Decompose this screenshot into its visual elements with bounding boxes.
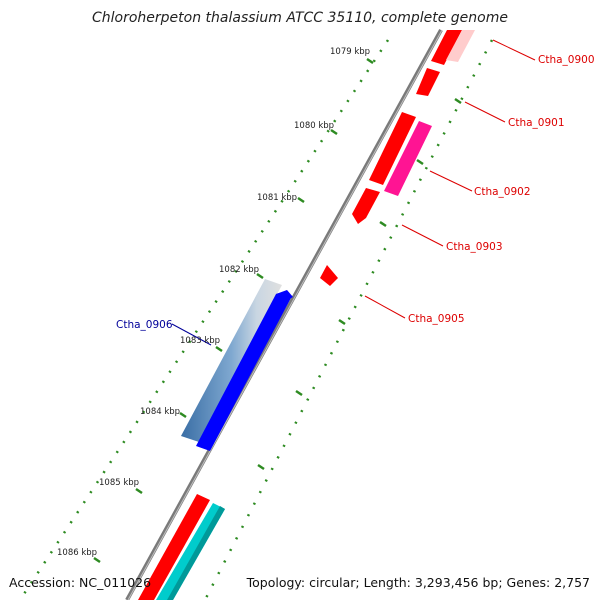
cds-blue <box>196 292 292 451</box>
cds-ctha-0900 <box>431 30 462 65</box>
major-ticks <box>93 57 374 564</box>
tick-1086 <box>93 556 101 564</box>
leader-lines <box>171 39 536 346</box>
accession-text: Accession: NC_011026 <box>9 575 152 590</box>
gene-label-ctha-0902[interactable]: Ctha_0902 <box>474 186 531 198</box>
leader-ctha-0903 <box>401 224 444 247</box>
cds-ctha-0900-fade <box>446 30 475 62</box>
scale-label: 1084 kbp <box>140 407 180 417</box>
inner-ticks <box>257 97 462 471</box>
inner-tick <box>295 389 303 397</box>
inner-tick <box>416 158 424 166</box>
tick-1082 <box>256 272 264 280</box>
genome-backbone <box>125 29 443 600</box>
tick-1079 <box>366 57 374 65</box>
scale-label: 1082 kbp <box>219 265 259 275</box>
gene-label-ctha-0901[interactable]: Ctha_0901 <box>508 117 565 129</box>
cds-ctha-0903 <box>352 188 380 224</box>
inner-scale-dots <box>203 39 494 600</box>
scale-label: 1083 kbp <box>180 336 220 346</box>
leader-ctha-0906 <box>171 323 212 346</box>
cds-ctha-0901 <box>416 68 440 96</box>
scale-label: 1081 kbp <box>257 193 297 203</box>
inner-tick <box>379 220 387 228</box>
scale-label: 1086 kbp <box>57 548 97 558</box>
genome-backbone-highlight <box>127 29 443 600</box>
cds-ctha-0902-pink <box>384 121 432 196</box>
map-title: Chloroherpeton thalassium ATCC 35110, co… <box>92 10 508 26</box>
gene-label-ctha-0905[interactable]: Ctha_0905 <box>408 313 465 325</box>
cds-ctha-0905 <box>320 265 338 286</box>
tick-1080 <box>330 128 338 136</box>
feature-ctha-0906 <box>181 279 282 442</box>
genome-summary-text: Topology: circular; Length: 3,293,456 bp… <box>246 575 590 590</box>
gene-label-ctha-0903[interactable]: Ctha_0903 <box>446 241 503 253</box>
inner-tick <box>454 97 462 105</box>
cds-bottom-red <box>138 494 210 600</box>
tick-1085 <box>135 487 143 495</box>
tick-1081 <box>297 196 305 204</box>
leader-ctha-0900 <box>492 39 536 61</box>
scale-label: 1080 kbp <box>294 121 334 131</box>
cds-bottom-cyan <box>156 503 225 600</box>
inner-tick <box>338 318 346 326</box>
leader-ctha-0901 <box>464 101 506 123</box>
cds-ctha-0902-red <box>369 112 416 185</box>
gene-label-ctha-0900[interactable]: Ctha_0900 <box>538 54 595 66</box>
cds-blue-tip <box>276 290 293 302</box>
scale-label: 1079 kbp <box>330 47 370 57</box>
scale-label: 1085 kbp <box>99 478 139 488</box>
tick-1083 <box>215 345 223 353</box>
tick-1084 <box>179 411 187 419</box>
gene-label-ctha-0906[interactable]: Ctha_0906 <box>116 319 173 331</box>
inner-tick <box>257 463 265 471</box>
leader-ctha-0905 <box>364 295 406 319</box>
leader-ctha-0902 <box>429 170 473 192</box>
cds-bottom-cyan-shade <box>167 506 225 600</box>
